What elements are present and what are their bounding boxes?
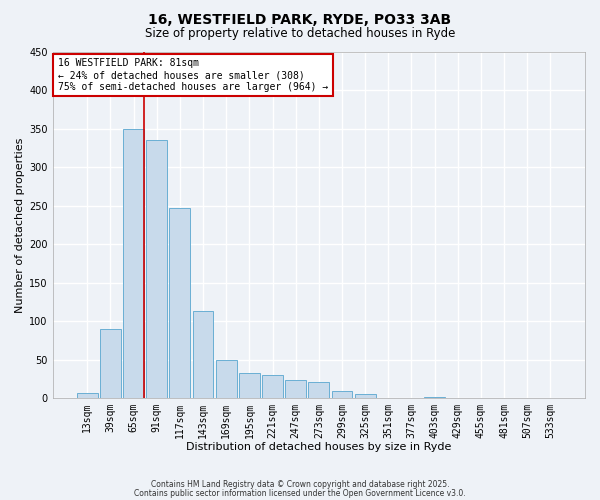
Bar	[100, 329, 121, 398]
Bar	[285, 380, 306, 398]
Text: 16 WESTFIELD PARK: 81sqm
← 24% of detached houses are smaller (308)
75% of semi-: 16 WESTFIELD PARK: 81sqm ← 24% of detach…	[58, 58, 328, 92]
Text: Contains HM Land Registry data © Crown copyright and database right 2025.: Contains HM Land Registry data © Crown c…	[151, 480, 449, 489]
Bar	[239, 373, 260, 398]
Y-axis label: Number of detached properties: Number of detached properties	[15, 137, 25, 312]
Text: Size of property relative to detached houses in Ryde: Size of property relative to detached ho…	[145, 28, 455, 40]
Text: 16, WESTFIELD PARK, RYDE, PO33 3AB: 16, WESTFIELD PARK, RYDE, PO33 3AB	[148, 12, 452, 26]
Bar	[308, 382, 329, 398]
Bar	[216, 360, 236, 398]
Bar	[193, 311, 214, 398]
Bar	[146, 140, 167, 398]
Bar	[169, 208, 190, 398]
Text: Contains public sector information licensed under the Open Government Licence v3: Contains public sector information licen…	[134, 488, 466, 498]
Bar	[123, 128, 144, 398]
X-axis label: Distribution of detached houses by size in Ryde: Distribution of detached houses by size …	[186, 442, 452, 452]
Bar	[77, 393, 98, 398]
Bar	[262, 375, 283, 398]
Bar	[332, 390, 352, 398]
Bar	[355, 394, 376, 398]
